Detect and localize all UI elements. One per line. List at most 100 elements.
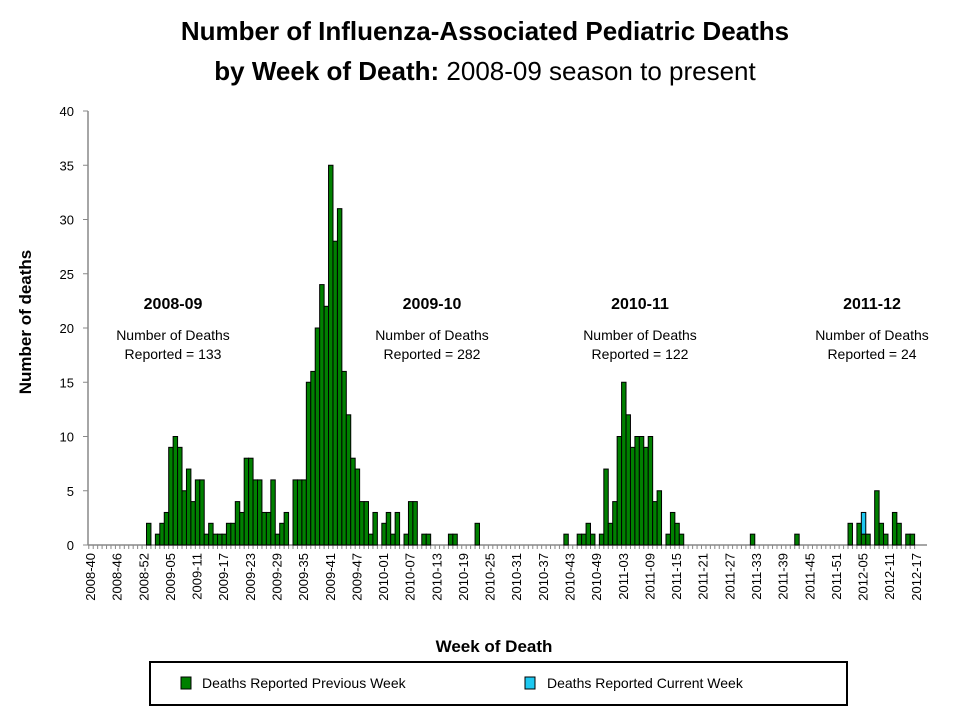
- y-tick-label: 10: [60, 430, 74, 445]
- bar-previous-week: [896, 522, 902, 546]
- x-tick-label: 2008-46: [110, 553, 125, 601]
- season-annotation: 2009-10 Number of Deaths Reported = 282: [375, 296, 489, 362]
- x-tick-label: 2011-15: [669, 553, 684, 600]
- x-tick-label: 2011-03: [616, 553, 631, 600]
- bar-previous-week: [221, 533, 227, 546]
- x-tick-label: 2011-39: [776, 553, 791, 600]
- deaths-note-line2: Reported = 24: [827, 346, 916, 362]
- bar-previous-week: [616, 436, 623, 546]
- x-tick-label: 2009-35: [296, 553, 311, 601]
- bar-previous-week: [154, 533, 161, 546]
- bar-previous-week: [208, 522, 214, 546]
- legend-label-previous: Deaths Reported Previous Week: [202, 675, 407, 691]
- bar-previous-week: [656, 490, 663, 546]
- y-tick-label: 40: [60, 104, 74, 119]
- bar-previous-week: [625, 414, 631, 546]
- bar-previous-week: [421, 533, 427, 546]
- x-tick-label: 2009-05: [163, 553, 178, 601]
- bar-previous-week: [314, 327, 321, 546]
- bar-previous-week: [865, 533, 871, 546]
- bar-previous-week: [909, 533, 916, 546]
- deaths-note-line2: Reported = 282: [384, 346, 481, 362]
- bar-previous-week: [598, 533, 605, 546]
- x-axis-label: Week of Death: [436, 637, 553, 656]
- x-tick-label: 2009-23: [243, 553, 258, 601]
- legend-label-current: Deaths Reported Current Week: [547, 675, 744, 691]
- x-tick-label: 2011-45: [802, 553, 817, 600]
- x-tick-label: 2012-17: [909, 553, 924, 601]
- deaths-note-line1: Number of Deaths: [116, 327, 230, 343]
- bar-previous-week: [603, 468, 609, 546]
- deaths-note-line1: Number of Deaths: [375, 327, 489, 343]
- bar-previous-week: [563, 533, 569, 546]
- bar-previous-week: [341, 370, 347, 546]
- bar-previous-week: [248, 457, 254, 546]
- legend-swatch-current: [524, 676, 536, 690]
- y-tick-label: 20: [60, 321, 74, 336]
- x-tick-label: 2010-31: [509, 553, 524, 601]
- bar-previous-week: [856, 522, 862, 546]
- x-tick-label: 2009-47: [349, 553, 364, 601]
- bar-previous-week: [310, 370, 316, 546]
- season-label: 2009-10: [403, 296, 462, 313]
- bar-previous-week: [590, 533, 596, 546]
- legend-box: [149, 661, 848, 706]
- bar-previous-week: [181, 490, 187, 546]
- bar-previous-week: [860, 533, 867, 546]
- bar-previous-week: [652, 501, 658, 546]
- bar-previous-week: [305, 381, 312, 546]
- chart-subtitle: by Week of Death: 2008-09 season to pres…: [214, 56, 756, 86]
- bar-previous-week: [878, 522, 885, 546]
- x-tick-label: 2012-05: [856, 553, 871, 601]
- y-tick-label: 35: [60, 158, 74, 173]
- bar-previous-week: [243, 457, 250, 546]
- bar-previous-week: [319, 284, 325, 546]
- bar-current-week: [860, 511, 867, 535]
- bar-previous-week: [847, 522, 853, 546]
- bar-previous-week: [225, 522, 232, 546]
- y-axis: 0 5 10 15 20 25 30 35 40: [60, 104, 89, 553]
- bar-previous-week: [678, 533, 685, 546]
- x-tick-label: 2008-52: [136, 553, 151, 601]
- x-tick-label: 2010-19: [456, 553, 471, 601]
- y-tick-label: 25: [60, 267, 74, 282]
- x-tick-label: 2008-40: [83, 553, 98, 601]
- x-tick-label: 2010-01: [376, 553, 391, 601]
- bar-previous-week: [390, 533, 396, 546]
- bar-previous-week: [647, 436, 654, 546]
- bar-previous-week: [891, 511, 898, 546]
- y-tick-label: 15: [60, 375, 74, 390]
- bar-previous-week: [394, 511, 401, 546]
- bar-previous-week: [629, 446, 636, 546]
- bar-previous-week: [279, 522, 285, 546]
- x-tick-label: 2010-37: [536, 553, 551, 601]
- bar-previous-week: [381, 522, 387, 546]
- bar-previous-week: [403, 533, 409, 546]
- bar-previous-week: [230, 522, 236, 546]
- bar-previous-week: [359, 501, 365, 546]
- x-tick-label: 2011-09: [642, 553, 657, 600]
- bar-previous-week: [612, 501, 618, 546]
- bar-previous-week: [252, 479, 258, 546]
- bar-previous-week: [168, 446, 174, 546]
- legend-swatch-previous: [180, 676, 192, 690]
- season-annotation: 2010-11 Number of Deaths Reported = 122: [583, 296, 697, 362]
- bar-previous-week: [634, 436, 640, 546]
- bar-previous-week: [185, 468, 192, 546]
- bar-previous-week: [669, 511, 676, 546]
- x-axis: 2008-40 2008-46 2008-52 2009-05 2009-11 2009-…: [83, 544, 927, 601]
- x-tick-label: 2010-07: [403, 553, 418, 601]
- bar-previous-week: [261, 511, 267, 546]
- bar-previous-week: [194, 479, 201, 546]
- bar-previous-week: [217, 533, 223, 546]
- bar-previous-week: [407, 501, 414, 546]
- bar-previous-week: [345, 414, 352, 546]
- legend: Deaths Reported Previous Week Deaths Rep…: [149, 661, 848, 706]
- x-tick-label: 2010-13: [429, 553, 444, 601]
- x-tick-label: 2011-33: [749, 553, 764, 600]
- subtitle-normal: 2008-09 season to present: [439, 56, 756, 86]
- subtitle-bold: by Week of Death:: [214, 56, 439, 86]
- bar-previous-week: [354, 468, 361, 546]
